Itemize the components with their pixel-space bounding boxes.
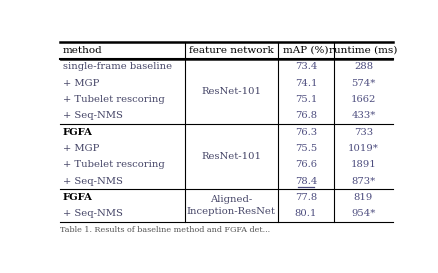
- Text: 873*: 873*: [351, 177, 375, 186]
- Text: + Seq-NMS: + Seq-NMS: [63, 209, 123, 218]
- Text: 76.6: 76.6: [295, 160, 317, 169]
- Text: feature network: feature network: [189, 46, 274, 55]
- Text: 77.8: 77.8: [295, 193, 317, 202]
- Text: 74.1: 74.1: [295, 79, 317, 88]
- Text: method: method: [63, 46, 102, 55]
- Text: runtime (ms): runtime (ms): [329, 46, 398, 55]
- Text: 733: 733: [354, 127, 373, 136]
- Text: 76.8: 76.8: [295, 111, 317, 120]
- Text: 1891: 1891: [350, 160, 376, 169]
- Text: mAP (%): mAP (%): [283, 46, 329, 55]
- Text: 574*: 574*: [351, 79, 375, 88]
- Text: 78.4: 78.4: [295, 177, 317, 186]
- Text: 75.5: 75.5: [295, 144, 317, 153]
- Text: 73.4: 73.4: [295, 62, 317, 71]
- Text: 288: 288: [354, 62, 373, 71]
- Text: Table 1. Results of baseline method and FGFA det...: Table 1. Results of baseline method and …: [60, 226, 270, 234]
- Text: ResNet-101: ResNet-101: [201, 152, 261, 161]
- Text: + Seq-NMS: + Seq-NMS: [63, 111, 123, 120]
- Text: + Tubelet rescoring: + Tubelet rescoring: [63, 95, 164, 104]
- Text: 75.1: 75.1: [295, 95, 317, 104]
- Text: 819: 819: [354, 193, 373, 202]
- Text: + MGP: + MGP: [63, 79, 99, 88]
- Text: FGFA: FGFA: [63, 193, 92, 202]
- Text: + Seq-NMS: + Seq-NMS: [63, 177, 123, 186]
- Text: 1662: 1662: [351, 95, 376, 104]
- Text: + Tubelet rescoring: + Tubelet rescoring: [63, 160, 164, 169]
- Text: 80.1: 80.1: [295, 209, 317, 218]
- Text: Aligned-
Inception-ResNet: Aligned- Inception-ResNet: [187, 195, 276, 216]
- Text: 1019*: 1019*: [348, 144, 379, 153]
- Text: + MGP: + MGP: [63, 144, 99, 153]
- Text: 433*: 433*: [351, 111, 375, 120]
- Text: single-frame baseline: single-frame baseline: [63, 62, 172, 71]
- Text: FGFA: FGFA: [63, 127, 92, 136]
- Text: ResNet-101: ResNet-101: [201, 87, 261, 96]
- Text: 76.3: 76.3: [295, 127, 317, 136]
- Text: 954*: 954*: [351, 209, 375, 218]
